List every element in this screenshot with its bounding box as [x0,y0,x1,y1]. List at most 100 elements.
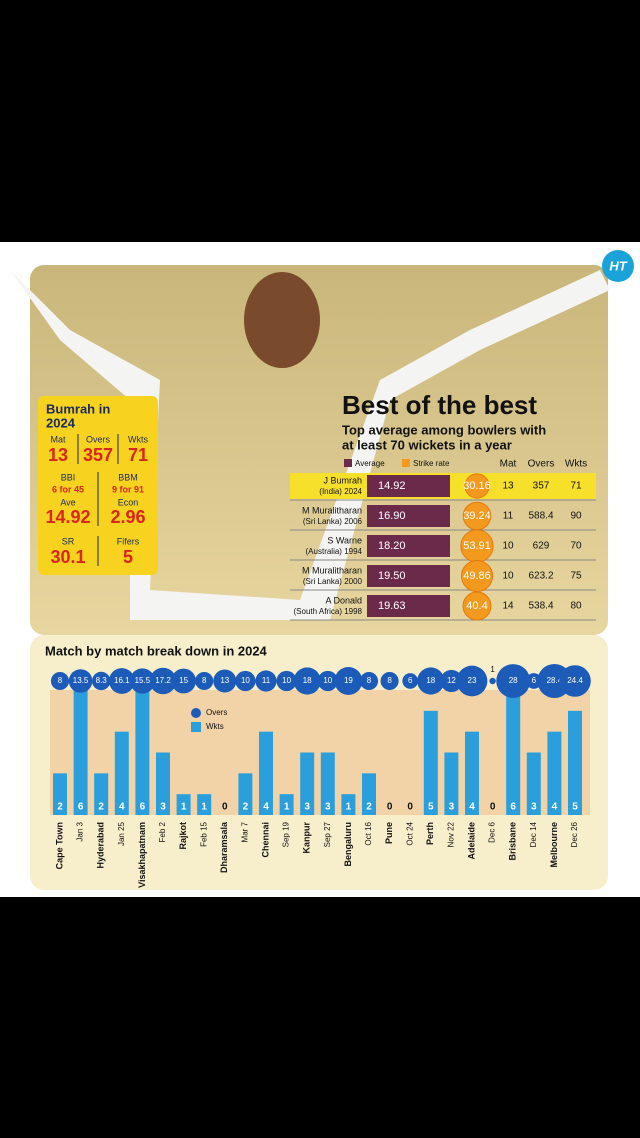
overs-circle [489,677,496,685]
overs-circle [456,665,488,697]
overs-value: 17.2 [155,676,171,685]
bowler-name: M Muralitharan [302,565,362,575]
legend-swatch [344,459,352,467]
overs-value: 28 [509,676,518,685]
table-cell: 623.2 [528,571,553,582]
wickets-bar [279,794,294,815]
overs-circle [235,670,256,692]
legend-label: Overs [206,708,227,717]
player-head [244,272,320,368]
wickets-value: 4 [119,802,125,813]
wickets-bar [568,710,582,815]
overs-value: 8.3 [96,676,108,685]
overs-circle [293,667,321,695]
stat-label: SR [62,536,75,546]
logo-badge [602,250,634,282]
legend-label: Strike rate [413,459,450,468]
wickets-bar [176,794,191,815]
wickets-value: 0 [407,802,413,813]
wickets-bar [506,690,521,815]
bowler-detail: (Sri Lanka) 2000 [303,577,363,586]
wickets-bar [197,794,212,815]
bowler-detail: (Sri Lanka) 2006 [303,517,363,526]
strike-rate-value: 39.24 [463,510,491,522]
overs-value: 10 [323,676,332,685]
average-bar [367,535,450,557]
match-venue: Adelaide [466,822,476,860]
wickets-value: 1 [284,802,290,813]
overs-value: 16.1 [114,676,130,685]
stat-value: 5 [123,547,133,567]
overs-value: 18 [426,676,435,685]
stat-value: 357 [83,445,113,465]
overs-value: 10 [241,676,250,685]
overs-circle [50,671,70,691]
match-venue: Hyderabad [96,822,106,869]
average-value: 19.50 [378,570,406,582]
table-cell: 629 [533,541,550,552]
wickets-value: 4 [469,802,475,813]
stat-label: BBI [61,472,76,482]
table-subtitle: Top average among bowlers with [342,422,546,437]
bowler-name: A Donald [325,595,362,605]
overs-value: 8 [367,676,372,685]
wickets-value: 4 [552,802,558,813]
match-date: Dec 26 [570,821,579,847]
overs-circle [129,668,155,694]
strike-rate-value: 49.86 [463,570,491,582]
overs-circle [213,669,237,693]
wickets-value: 3 [325,802,331,813]
overs-value: 28.4 [547,676,563,685]
bowler-name: J Bumrah [323,475,362,485]
wickets-bar [423,710,438,815]
table-cell: 14 [502,601,514,612]
bowler-name: S Warne [327,535,362,545]
overs-value: 23 [468,676,477,685]
match-venue: Melbourne [549,822,559,868]
stats-title: Bumrah in [46,401,110,416]
overs-value: 15.5 [135,676,151,685]
stat-value: 14.92 [45,507,90,527]
stat-label: Wkts [128,434,148,444]
average-value: 16.90 [378,510,406,522]
strike-rate-value: 40.4 [466,600,487,612]
overs-circle [149,667,177,695]
overs-value: 12 [447,676,456,685]
wickets-bar [114,731,129,815]
overs-circle [440,669,463,693]
overs-value: 1 [490,665,495,674]
match-venue: Chennai [260,822,270,858]
stat-value: 6 for 45 [52,484,84,494]
match-venue: Kanpur [302,822,312,854]
overs-circle [255,670,277,692]
wickets-bar [362,773,376,815]
stat-label: Fifers [117,536,140,546]
wickets-bar [94,773,109,815]
stat-label: Ave [60,497,75,507]
wickets-bar [547,731,562,815]
wickets-value: 1 [201,802,207,813]
match-venue: Rajkot [178,822,188,850]
legend-swatch [402,459,410,467]
average-value: 18.20 [378,540,406,552]
wickets-value: 1 [181,802,187,813]
wickets-value: 5 [428,802,434,813]
wickets-value: 2 [98,802,104,813]
match-date: Oct 16 [364,821,373,845]
average-bar [367,565,450,587]
match-venue: Brisbane [508,822,518,861]
wickets-value: 2 [366,802,372,813]
wickets-bar [320,752,335,815]
match-date: Nov 22 [447,821,456,847]
match-date: Dec 6 [488,821,497,842]
wickets-value: 3 [449,802,455,813]
stat-value: 30.1 [50,547,85,567]
overs-circle [171,668,196,694]
strike-rate-value: 30.16 [463,480,491,492]
overs-circle [417,667,445,695]
legend-label: Average [355,459,385,468]
average-bar [367,505,450,527]
stats-title: 2024 [46,415,76,430]
wickets-value: 3 [531,802,537,813]
